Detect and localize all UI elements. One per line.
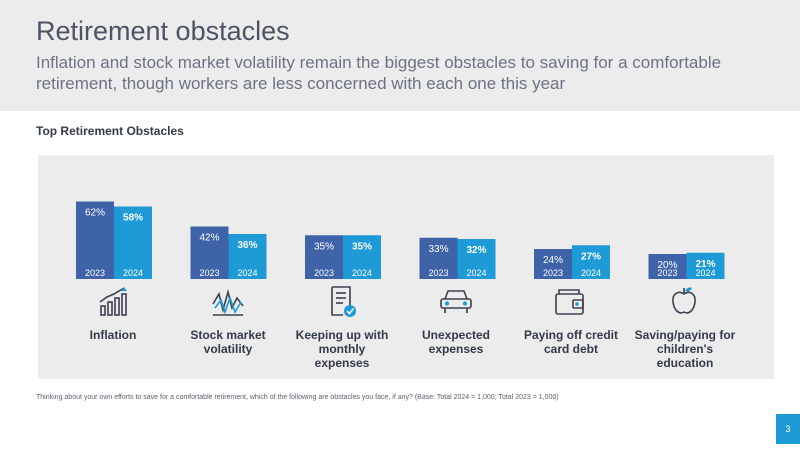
bar-2023	[648, 254, 687, 279]
bar-2024	[343, 235, 381, 279]
category-label-line: children's	[656, 342, 714, 356]
header-band: Retirement obstacles Inflation and stock…	[0, 0, 800, 111]
category-label-line: volatility	[203, 342, 253, 356]
data-label-2024: 35%	[352, 241, 372, 252]
series-label-2024: 2024	[695, 268, 715, 278]
series-label-2023: 2023	[314, 268, 334, 278]
bar-2024	[457, 239, 496, 279]
bar-chart-growth-icon	[99, 287, 127, 316]
bar-2023	[534, 249, 572, 279]
category-label-line: expenses	[428, 342, 484, 356]
category-label-line: Inflation	[89, 328, 137, 342]
apple-icon	[672, 287, 696, 314]
stock-volatility-icon	[212, 288, 244, 316]
bar-2024	[572, 245, 610, 279]
series-label-2023: 2023	[657, 268, 677, 278]
bar-2023	[190, 226, 229, 279]
data-label-2023: 62%	[85, 208, 105, 219]
category-label-line: card debt	[543, 342, 598, 356]
data-label-2023: 24%	[543, 255, 563, 266]
data-label-2023: 35%	[314, 241, 334, 252]
wallet-icon	[555, 289, 584, 315]
series-label-2024: 2024	[466, 268, 486, 278]
car-icon	[440, 290, 472, 313]
series-label-2023: 2023	[543, 268, 563, 278]
data-label-2024: 27%	[581, 251, 601, 262]
page-title: Retirement obstacles	[36, 16, 290, 46]
category-label-line: Stock market	[190, 328, 266, 342]
data-label-2023: 20%	[657, 260, 677, 271]
category-label-line: Paying off credit	[523, 328, 618, 342]
bar-2024	[114, 206, 152, 279]
data-label-2024: 58%	[123, 213, 143, 224]
data-label-2024: 36%	[237, 240, 257, 251]
bill-checkmark-icon	[331, 286, 356, 317]
bar-2023	[419, 237, 458, 279]
category-label-line: Unexpected	[421, 328, 491, 342]
category-label-line: expenses	[314, 356, 370, 370]
category-label-line: education	[656, 356, 714, 370]
category-label-credit-card-debt: Paying off credit card debt	[511, 328, 631, 356]
series-label-2024: 2024	[237, 268, 257, 278]
footnote: Thinking about your own efforts to save …	[36, 394, 559, 401]
series-label-2023: 2023	[199, 268, 219, 278]
series-label-2024: 2024	[123, 268, 143, 278]
category-label-unexpected-expenses: Unexpected expenses	[396, 328, 516, 356]
series-label-2024: 2024	[352, 268, 372, 278]
series-label-2023: 2023	[428, 268, 448, 278]
bar-2023	[76, 201, 114, 279]
category-label-inflation: Inflation	[53, 328, 173, 342]
bar-2024	[228, 234, 267, 279]
category-label-line: Keeping up with	[295, 328, 389, 342]
category-label-childrens-education: Saving/paying for children's education	[625, 328, 745, 370]
category-label-monthly-expenses: Keeping up with monthly expenses	[282, 328, 402, 370]
page-subtitle: Inflation and stock market volatility re…	[36, 53, 722, 93]
chart-title: Top Retirement Obstacles	[36, 124, 184, 138]
bar-2023	[305, 235, 343, 279]
series-label-2023: 2023	[85, 268, 105, 278]
page-number: 3	[776, 414, 800, 444]
category-label-line: Saving/paying for	[634, 328, 736, 342]
category-label-stock-market-volatility: Stock market volatility	[168, 328, 288, 356]
bar-2024	[686, 252, 725, 279]
data-label-2024: 21%	[695, 259, 715, 270]
data-label-2023: 33%	[428, 244, 448, 255]
data-label-2023: 42%	[199, 233, 219, 244]
series-label-2024: 2024	[581, 268, 601, 278]
category-label-line: monthly	[318, 342, 366, 356]
data-label-2024: 32%	[466, 245, 486, 256]
